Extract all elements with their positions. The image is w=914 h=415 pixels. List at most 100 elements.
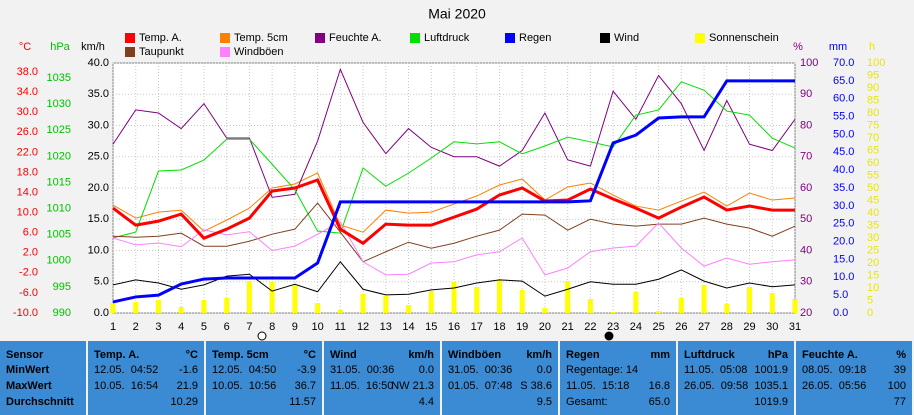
cell-value: 11.57 [289, 396, 316, 408]
y-tick-label: 55.0 [833, 110, 854, 122]
x-tick-label: 21 [562, 321, 574, 333]
y-tick-label: 100 [867, 57, 885, 69]
row-label: Durchschnitt [6, 396, 74, 408]
x-tick-label: 11 [335, 321, 346, 333]
legend-label: Regen [519, 32, 551, 44]
y-tick-label: 90 [800, 88, 812, 100]
y-tick-label: 100 [800, 57, 818, 69]
axis-unit: mm [829, 41, 847, 53]
bar [246, 281, 252, 313]
row-label: MaxWert [6, 380, 52, 392]
legend-swatch [600, 33, 610, 43]
bar [337, 310, 343, 313]
y-tick-label: 22.0 [17, 146, 38, 158]
y-tick-label: 26.0 [17, 126, 38, 138]
cell-value: 10.29 [170, 396, 198, 408]
moon-icon [604, 331, 614, 341]
y-tick-label: 40 [867, 207, 879, 219]
bar [133, 302, 139, 313]
y-tick-label: 50 [800, 213, 812, 225]
bar [656, 311, 662, 313]
moon-icon [257, 331, 267, 341]
y-tick-label: 5.0 [833, 289, 848, 301]
bar [451, 282, 457, 313]
y-tick-label: 40.0 [88, 57, 109, 69]
x-tick-label: 16 [448, 321, 460, 333]
x-tick-label: 4 [178, 321, 184, 333]
legend-label: Taupunkt [139, 46, 184, 58]
x-tick-label: 26 [675, 321, 687, 333]
y-tick-label: 40.0 [833, 164, 854, 176]
column-title: Temp. 5cm [212, 349, 269, 361]
bar [360, 294, 366, 313]
table-cell: Regen mm Regentage: 14 11.05. 15:18 16.8 Gesa… [560, 341, 676, 415]
x-tick-label: 27 [698, 321, 710, 333]
cell-left: 12.05. 04:50 [212, 364, 277, 376]
cell-left: Regentage: 14 [566, 364, 639, 376]
column-title: Regen [566, 349, 600, 361]
column-unit: % [896, 349, 906, 361]
x-tick-label: 25 [652, 321, 664, 333]
cell-value: -3.9 [297, 364, 316, 376]
legend-label: Temp. A. [139, 32, 182, 44]
y-tick-label: 20 [867, 257, 879, 269]
y-tick-label: 65 [867, 144, 879, 156]
axis-unit: % [793, 41, 803, 53]
bar [110, 303, 116, 313]
y-tick-label: 75 [867, 119, 879, 131]
column-unit: hPa [767, 349, 788, 361]
y-tick-label: 80 [800, 119, 812, 131]
x-tick-label: 5 [201, 321, 207, 333]
y-tick-label: 14.0 [17, 186, 38, 198]
y-tick-label: 30 [800, 276, 812, 288]
x-tick-label: 1 [110, 321, 116, 333]
y-tick-label: 25.0 [88, 151, 109, 163]
x-tick-label: 12 [357, 321, 369, 333]
y-tick-label: 0 [867, 307, 873, 319]
series-line [112, 79, 795, 304]
bar [519, 290, 525, 313]
y-tick-label: 1015 [47, 176, 71, 188]
y-tick-label: -2.0 [19, 267, 38, 279]
y-tick-label: 10.0 [88, 244, 109, 256]
cell-value: 4.4 [418, 396, 434, 408]
cell-value: 77 [893, 396, 906, 408]
x-tick-label: 22 [584, 321, 596, 333]
bar [542, 308, 548, 313]
series-line [112, 202, 796, 263]
chart-title: Mai 2020 [428, 6, 486, 22]
table-cell: Windböen km/h 31.05. 00:36 0.0 01.05. 07:48 S… [442, 341, 558, 415]
x-tick-label: 18 [493, 321, 505, 333]
row-label: Sensor [6, 349, 44, 361]
y-tick-label: 60 [800, 182, 812, 194]
cell-left: 26.05. 05:56 [802, 380, 867, 392]
series-line [112, 67, 796, 198]
bar [678, 298, 684, 313]
cell-left: 26.05. 09:58 [684, 380, 749, 392]
y-tick-label: 95 [867, 69, 879, 81]
y-tick-label: 45 [867, 194, 879, 206]
x-tick-label: 15 [425, 321, 437, 333]
cell-value: 1019.9 [754, 396, 788, 408]
column-unit: °C [185, 349, 198, 361]
y-tick-label: 80 [867, 107, 879, 119]
bar [428, 291, 434, 313]
y-tick-label: 40 [800, 244, 812, 256]
x-tick-label: 14 [402, 321, 414, 333]
y-tick-label: 1020 [47, 150, 71, 162]
y-tick-label: -10.0 [13, 307, 38, 319]
bar [224, 298, 230, 313]
y-tick-label: 70.0 [833, 57, 854, 69]
cell-left: 10.05. 10:56 [212, 380, 277, 392]
cell-value: 21.9 [176, 380, 198, 392]
axis-unit: °C [19, 41, 31, 53]
bar [292, 286, 298, 313]
cell-left: 08.05. 09:18 [802, 364, 867, 376]
cell-left: 11.05. 16:50 [330, 380, 394, 392]
table-cell: Sensor MinWert MaxWert Durchschnitt [0, 341, 86, 415]
stats-table: Sensor MinWert MaxWert Durchschnitt Temp. A.… [0, 341, 914, 415]
legend-swatch [125, 47, 135, 57]
column-unit: mm [650, 349, 670, 361]
column-title: Feuchte A. [802, 349, 858, 361]
